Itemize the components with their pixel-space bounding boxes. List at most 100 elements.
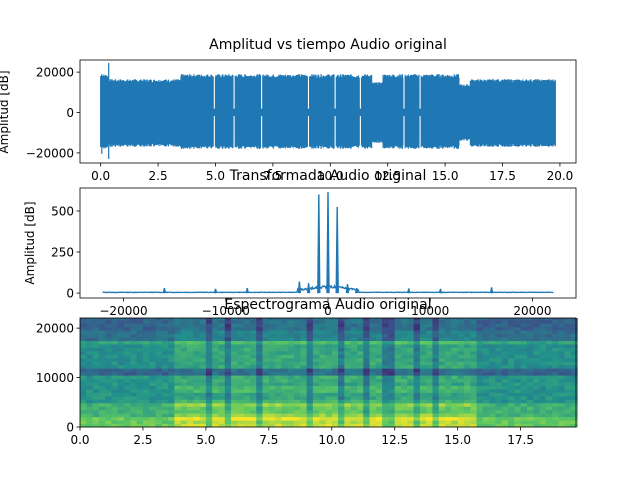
spectrogram-cell (382, 402, 389, 407)
spectrogram-cell (80, 368, 87, 373)
spectrogram-cell (526, 337, 534, 341)
spectrogram-cell (275, 368, 282, 373)
spectrogram-cell (86, 406, 94, 411)
spectrogram-cell (111, 388, 119, 393)
spectrogram-cell (520, 319, 528, 324)
spectrogram-cell (199, 395, 207, 400)
spectrogram-cell (231, 382, 238, 386)
spectrogram-cell (275, 340, 282, 345)
spectrogram-cell (419, 357, 427, 362)
spectrogram-cell (161, 375, 169, 380)
spectrogram-cell (300, 420, 308, 425)
spectrogram-cell (426, 409, 433, 414)
spectrogram-cell (306, 326, 314, 331)
spectrogram-cell (501, 347, 509, 352)
spectrogram-cell (413, 330, 421, 335)
spectrogram-cell (80, 395, 87, 400)
spectrogram-cell (193, 357, 201, 362)
spectrogram-cell (495, 382, 503, 386)
spectrogram-cell (306, 364, 314, 369)
spectrogram-cell (111, 382, 119, 386)
spectrogram-cell (451, 402, 459, 407)
spectrogram-cell (168, 326, 175, 331)
spectrogram-cell (193, 399, 201, 404)
spectrogram-cell (300, 326, 308, 331)
spectrogram-cell (256, 416, 264, 421)
spectrogram-cell (294, 333, 301, 338)
spectrogram-cell (205, 420, 213, 425)
spectrogram-cell (92, 406, 100, 411)
spectrogram-cell (130, 392, 138, 397)
spectrogram-cell (117, 382, 125, 386)
spectrogram-cell (413, 402, 421, 407)
spectrogram-cell (136, 416, 144, 421)
spectrogram-cell (199, 420, 207, 425)
spectrogram-cell (174, 392, 182, 397)
spectrogram-cell (445, 350, 452, 355)
spectrogram-cell (476, 347, 484, 352)
spectrogram-cell (218, 406, 226, 411)
p2-xtick-label: 20000 (513, 304, 551, 318)
spectrogram-cell (218, 368, 226, 373)
spectrogram-cell (155, 368, 163, 373)
spectrogram-cell (438, 319, 446, 324)
spectrogram-cell (363, 420, 371, 425)
spectrogram-cell (520, 323, 528, 328)
spectrogram-cell (482, 318, 490, 321)
spectrogram-cell (526, 385, 534, 390)
spectrogram-cell (564, 378, 572, 383)
spectrogram-cell (256, 399, 264, 404)
spectrogram-cell (268, 382, 276, 386)
spectrogram-cell (231, 378, 238, 383)
spectrogram-cell (249, 413, 257, 418)
spectrogram-cell (80, 330, 87, 335)
spectrogram-cell (287, 402, 295, 407)
spectrogram-cell (231, 350, 238, 355)
spectrogram-cell (564, 364, 572, 369)
spectrogram-cell (401, 420, 408, 425)
spectrogram-cell (92, 323, 100, 328)
spectrogram-cell (268, 337, 276, 341)
spectrogram-cell (294, 368, 301, 373)
spectrogram-cell (426, 323, 433, 328)
spectrogram-cell (375, 402, 383, 407)
spectrogram-cell (514, 364, 522, 369)
spectrogram-cell (356, 420, 364, 425)
spectrogram-cell (382, 361, 389, 366)
spectrogram-cell (193, 388, 201, 393)
spectrogram-cell (149, 388, 157, 393)
spectrogram-cell (231, 354, 238, 359)
spectrogram-cell (168, 347, 175, 352)
spectrogram-cell (312, 392, 320, 397)
spectrogram-cell (476, 409, 484, 414)
spectrogram-cell (438, 347, 446, 352)
spectrogram-cell (331, 388, 339, 393)
spectrogram-cell (218, 409, 226, 414)
spectrogram-cell (350, 357, 358, 362)
spectrogram-cell (161, 395, 169, 400)
spectrogram-cell (319, 347, 326, 352)
spectrogram-cell (124, 409, 131, 414)
spectrogram-cell (514, 385, 522, 390)
spectrogram-cell (86, 340, 94, 345)
spectrogram-cell (445, 368, 452, 373)
spectrogram-cell (520, 330, 528, 335)
spectrogram-cell (205, 333, 213, 338)
spectrogram-cell (86, 423, 94, 428)
spectrogram-cell (294, 371, 301, 376)
spectrogram-cell (476, 420, 484, 425)
spectrogram-cell (413, 368, 421, 373)
spectrogram-cell (501, 319, 509, 324)
spectrogram-cell (199, 409, 207, 414)
spectrogram-cell (552, 350, 559, 355)
spectrogram-cell (457, 409, 465, 414)
spectrogram-cell (287, 413, 295, 418)
spectrogram-cell (375, 371, 383, 376)
spectrogram-cell (426, 368, 433, 373)
spectrogram-cell (570, 333, 578, 338)
spectrogram-cell (508, 347, 515, 352)
spectrogram-cell (237, 364, 245, 369)
spectrogram-cell (413, 371, 421, 376)
spectrogram-cell (331, 382, 339, 386)
spectrogram-cell (363, 357, 371, 362)
